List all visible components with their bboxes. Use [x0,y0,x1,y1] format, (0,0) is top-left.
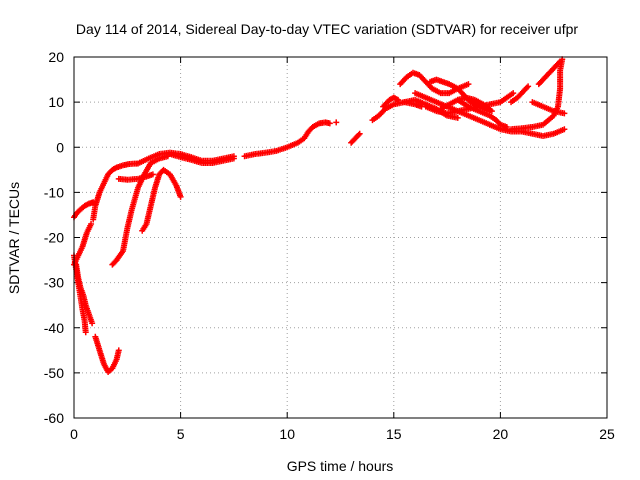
series-arc-4 [71,220,95,268]
y-tick-label: -10 [44,184,64,200]
data-point [561,110,568,117]
series-arc-23 [454,96,510,130]
data-point [557,58,564,65]
data-point [177,193,184,200]
y-tick-label: -20 [44,230,64,246]
data-point [355,131,362,138]
plot-frame [73,56,608,419]
data-point [333,119,340,126]
series-arc-24 [486,121,568,139]
gridlines [74,57,607,418]
series-arc-13 [333,119,340,126]
data-points [71,56,568,375]
x-tick-label: 5 [177,426,185,442]
series-arc-12 [241,119,333,160]
data-point [525,83,532,90]
series-arc-3 [73,261,96,327]
y-axis: -60 -50 -40 -30 -20 -10 0 10 20 [44,49,607,426]
series-arc-27 [535,58,564,88]
x-axis: 0 5 10 15 20 25 [70,57,615,442]
y-tick-label: 20 [48,49,64,65]
series-arc-26 [508,83,532,106]
data-point [561,126,568,133]
series-arc-6 [90,160,141,223]
x-tick-label: 0 [70,426,78,442]
y-tick-label: -60 [44,410,64,426]
series-arc-17 [397,69,472,97]
data-point [326,120,333,127]
x-tick-label: 25 [599,426,615,442]
x-tick-label: 10 [279,426,295,442]
x-tick-label: 20 [493,426,509,442]
y-axis-label: SDTVAR / TECUs [6,182,22,294]
data-point [488,108,495,115]
chart-title: Day 114 of 2014, Sidereal Day-to-day VTE… [76,21,578,37]
data-point [356,130,363,137]
data-point [465,81,472,88]
data-point [82,329,89,336]
series-arc-9 [139,166,184,234]
y-tick-label: 0 [56,139,64,155]
data-point [556,59,563,66]
data-point [89,320,96,327]
data-point [149,171,156,178]
y-tick-label: -40 [44,320,64,336]
series-arc-5 [92,333,122,375]
y-tick-label: 10 [48,94,64,110]
data-point [88,220,95,227]
data-point [454,114,461,121]
series-arc-11 [166,151,237,167]
data-point [115,347,122,354]
series-arc-28 [529,99,568,117]
x-tick-label: 15 [386,426,402,442]
series-arc-14 [348,130,363,146]
y-tick-label: -30 [44,275,64,291]
y-tick-label: -50 [44,365,64,381]
series-arc-8 [109,153,171,268]
x-axis-label: GPS time / hours [287,458,394,474]
data-point [395,96,402,103]
series-arc-16 [380,94,402,110]
data-point [230,155,237,162]
data-point [510,90,517,97]
